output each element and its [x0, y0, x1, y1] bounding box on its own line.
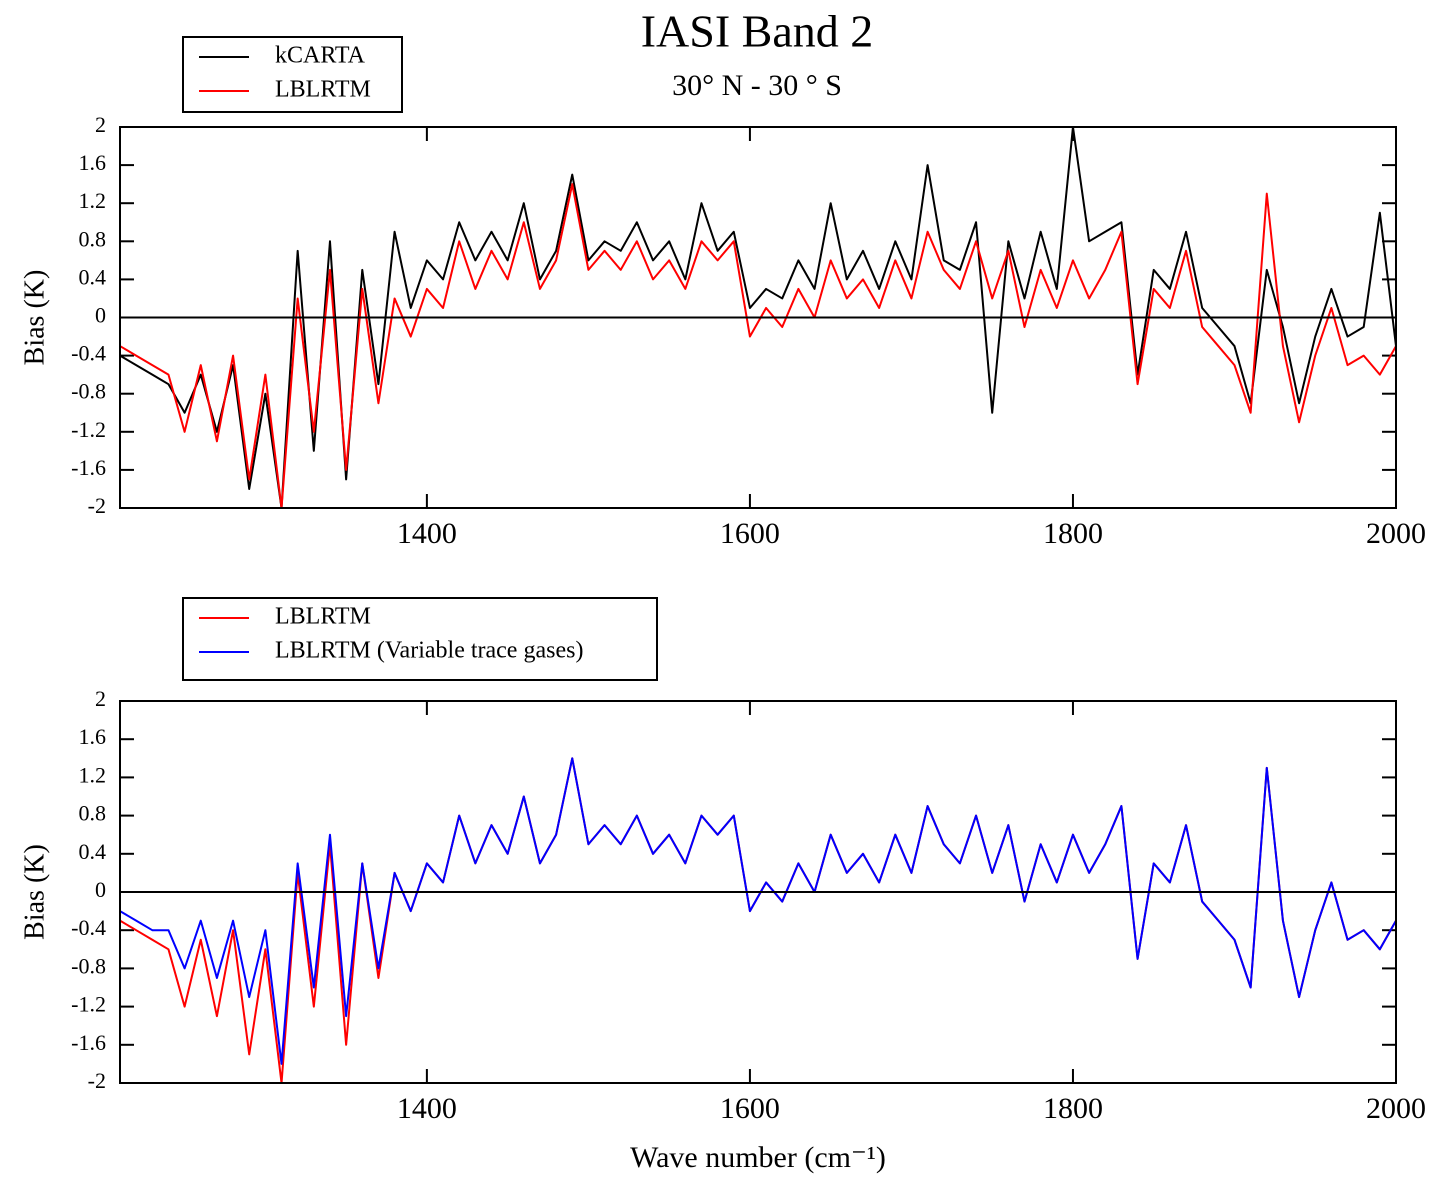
y-tick-label: -1.2 — [71, 417, 106, 442]
x-tick-label: 2000 — [1366, 517, 1426, 550]
y-axis-label: Bias (K) — [19, 270, 50, 366]
y-tick-label: -0.8 — [71, 379, 106, 404]
y-tick-label: -1.6 — [71, 455, 106, 480]
y-tick-label: 2 — [95, 686, 106, 711]
y-tick-label: -0.4 — [71, 341, 106, 366]
data-line — [119, 757, 1397, 1065]
data-line — [119, 183, 1397, 509]
x-tick-label: 2000 — [1366, 1092, 1426, 1125]
x-tick-label: 1800 — [1043, 1092, 1103, 1125]
y-axis-label: Bias (K) — [19, 844, 50, 940]
y-tick-label: -0.8 — [71, 953, 106, 978]
y-tick-label: 0 — [95, 877, 106, 902]
y-tick-label: 2 — [95, 112, 106, 137]
y-tick-label: -1.2 — [71, 992, 106, 1017]
legend-label: LBLRTM — [275, 77, 371, 103]
y-tick-label: 1.6 — [79, 150, 107, 175]
y-tick-label: -2 — [88, 1068, 106, 1093]
x-tick-label: 1400 — [397, 1092, 457, 1125]
legend-box — [182, 36, 403, 113]
y-tick-label: 0.4 — [79, 264, 107, 289]
data-line — [119, 757, 1397, 1084]
plot-frame — [119, 700, 1397, 1084]
plot-frame — [119, 126, 1397, 509]
chart-subtitle: 30° N - 30 ° S — [672, 69, 842, 102]
y-tick-label: 0.4 — [79, 839, 107, 864]
data-line — [119, 126, 1397, 509]
x-tick-label: 1400 — [397, 517, 457, 550]
x-tick-label: 1600 — [720, 517, 780, 550]
x-tick-label: 1600 — [720, 1092, 780, 1125]
x-tick-label: 1800 — [1043, 517, 1103, 550]
y-tick-label: 1.2 — [79, 188, 107, 213]
chart-title: IASI Band 2 — [641, 6, 874, 57]
y-tick-label: 0.8 — [79, 801, 107, 826]
legend-label: kCARTA — [275, 43, 366, 69]
y-tick-label: -0.4 — [71, 915, 106, 940]
legend-box — [182, 597, 658, 681]
y-tick-label: 0 — [95, 303, 106, 328]
legend-label: LBLRTM — [275, 604, 371, 630]
legend-label: LBLRTM (Variable trace gases) — [275, 638, 583, 664]
y-tick-label: 1.6 — [79, 724, 107, 749]
x-axis-label: Wave number (cm⁻¹) — [630, 1141, 886, 1174]
y-tick-label: 1.2 — [79, 762, 107, 787]
y-tick-label: -1.6 — [71, 1030, 106, 1055]
y-tick-label: -2 — [88, 493, 106, 518]
y-tick-label: 0.8 — [79, 226, 107, 251]
